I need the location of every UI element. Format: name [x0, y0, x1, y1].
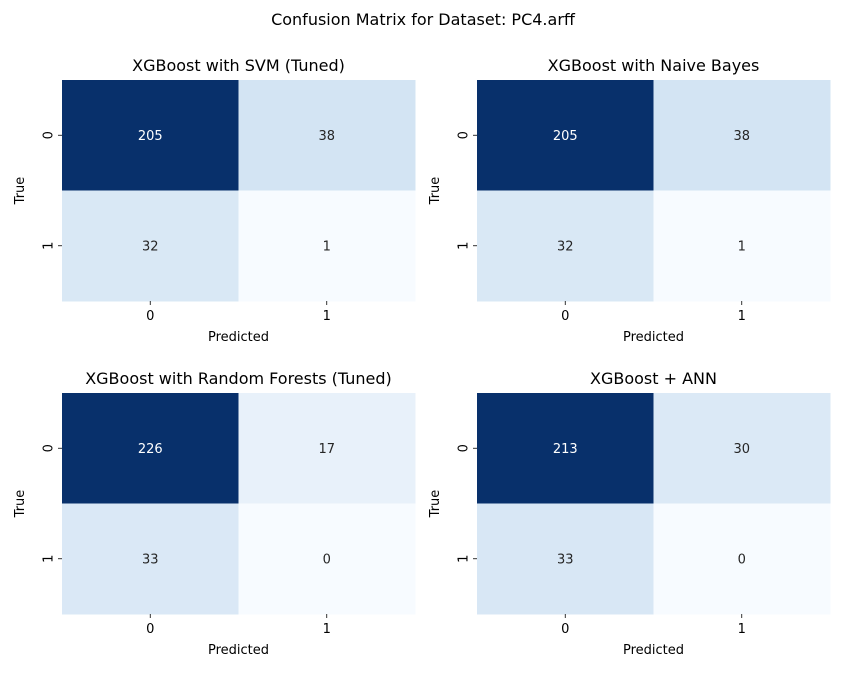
x-tick-label: 0 [561, 622, 569, 637]
heatmap-cell [477, 80, 654, 191]
y-axis-label: True [13, 177, 28, 206]
x-tick-label: 0 [561, 309, 569, 324]
heatmap-cell [477, 503, 654, 615]
heatmap-cell [238, 503, 416, 615]
y-tick-label: 0 [457, 131, 472, 139]
figure-title: Confusion Matrix for Dataset: PC4.arff [271, 10, 575, 29]
heatmap-cell [477, 190, 654, 302]
y-axis-label: True [13, 490, 28, 519]
cell-value-label: 205 [553, 129, 578, 144]
cell-value-label: 0 [738, 552, 746, 567]
x-tick-label: 0 [146, 309, 154, 324]
x-tick-label: 0 [146, 622, 154, 637]
y-tick-label: 1 [42, 555, 57, 563]
x-tick-label: 1 [323, 622, 331, 637]
x-axis-label: Predicted [623, 643, 684, 658]
cell-value-label: 32 [557, 239, 574, 254]
heatmap-cell [653, 393, 831, 504]
heatmap-panel-1: 205 38 32 1 XGBoost with Naive Bayes 0 1 0 1 Pred… [428, 56, 831, 345]
cell-value-label: 38 [733, 129, 750, 144]
x-axis-label: Predicted [208, 330, 269, 345]
cell-value-label: 33 [557, 552, 574, 567]
cell-value-label: 38 [318, 129, 335, 144]
cell-value-label: 205 [138, 129, 163, 144]
panel-title: XGBoost with SVM (Tuned) [132, 56, 345, 75]
y-tick-label: 1 [42, 242, 57, 250]
x-tick-label: 1 [738, 622, 746, 637]
cell-value-label: 226 [138, 442, 163, 457]
heatmap-cell [653, 503, 831, 615]
x-tick-label: 1 [323, 309, 331, 324]
heatmap-cell [62, 503, 239, 615]
cell-value-label: 30 [733, 442, 750, 457]
y-axis-label: True [428, 177, 443, 206]
y-tick-label: 0 [42, 444, 57, 452]
cell-value-label: 0 [323, 552, 331, 567]
cell-value-label: 17 [318, 442, 335, 457]
heatmap-cell [477, 393, 654, 504]
panel-title: XGBoost with Random Forests (Tuned) [85, 369, 392, 388]
y-tick-label: 1 [457, 242, 472, 250]
cell-value-label: 33 [142, 552, 159, 567]
x-axis-label: Predicted [623, 330, 684, 345]
heatmap-cell [238, 393, 416, 504]
cell-value-label: 1 [323, 239, 331, 254]
cell-value-label: 1 [738, 239, 746, 254]
heatmap-cell [62, 393, 239, 504]
y-tick-label: 1 [457, 555, 472, 563]
heatmap-cell [62, 190, 239, 302]
cell-value-label: 213 [553, 442, 578, 457]
heatmap-panel-0: 205 38 32 1 XGBoost with SVM (Tuned) 0 1 0 1 Pred… [13, 56, 416, 345]
y-tick-label: 0 [42, 131, 57, 139]
y-tick-label: 0 [457, 444, 472, 452]
cell-value-label: 32 [142, 239, 159, 254]
x-axis-label: Predicted [208, 643, 269, 658]
heatmap-panel-2: 226 17 33 0 XGBoost with Random Forests (Tun… [13, 369, 416, 658]
x-tick-label: 1 [738, 309, 746, 324]
heatmap-cell [238, 190, 416, 302]
panel-title: XGBoost + ANN [590, 369, 717, 388]
heatmap-cell [653, 190, 831, 302]
heatmap-cell [653, 80, 831, 191]
heatmap-cell [62, 80, 239, 191]
y-axis-label: True [428, 490, 443, 519]
heatmap-panel-3: 213 30 33 0 XGBoost + ANN 0 1 0 1 Predicted True [428, 369, 831, 658]
heatmap-cell [238, 80, 416, 191]
panel-title: XGBoost with Naive Bayes [548, 56, 760, 75]
